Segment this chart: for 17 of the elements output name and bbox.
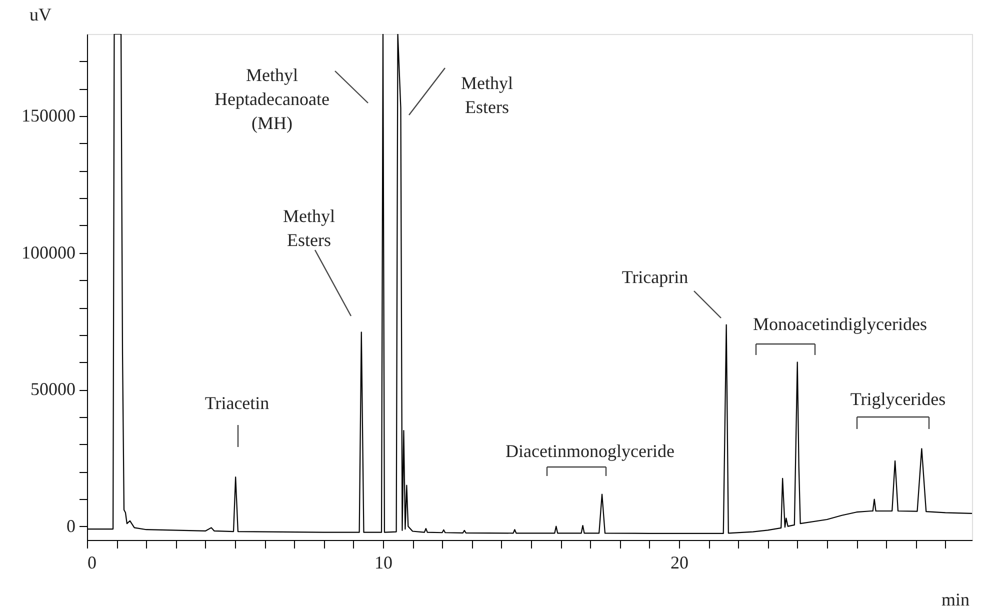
annotation: Methyl Heptadecanoate (MH) xyxy=(214,65,330,133)
annotation: Methyl Esters xyxy=(461,73,513,117)
annotation: Tricaprin xyxy=(622,267,688,287)
annotation: Methyl Esters xyxy=(283,206,335,250)
y-tick-label: 100000 xyxy=(22,242,76,262)
x-tick-label: 10 xyxy=(374,552,392,572)
y-axis-title: uV xyxy=(30,4,52,24)
y-tick-label: 0 xyxy=(66,516,76,536)
x-tick-label: 0 xyxy=(88,552,96,572)
x-axis-title: min xyxy=(941,590,970,610)
annotation: Triacetin xyxy=(204,393,270,413)
y-tick-label: 150000 xyxy=(22,106,76,126)
annotation: Diacetinmonoglyceride xyxy=(506,441,674,461)
x-tick-label: 20 xyxy=(670,552,688,572)
y-tick-label: 50000 xyxy=(30,379,76,400)
annotation: Triglycerides xyxy=(850,389,946,409)
annotation: Monoacetindiglycerides xyxy=(753,314,927,334)
